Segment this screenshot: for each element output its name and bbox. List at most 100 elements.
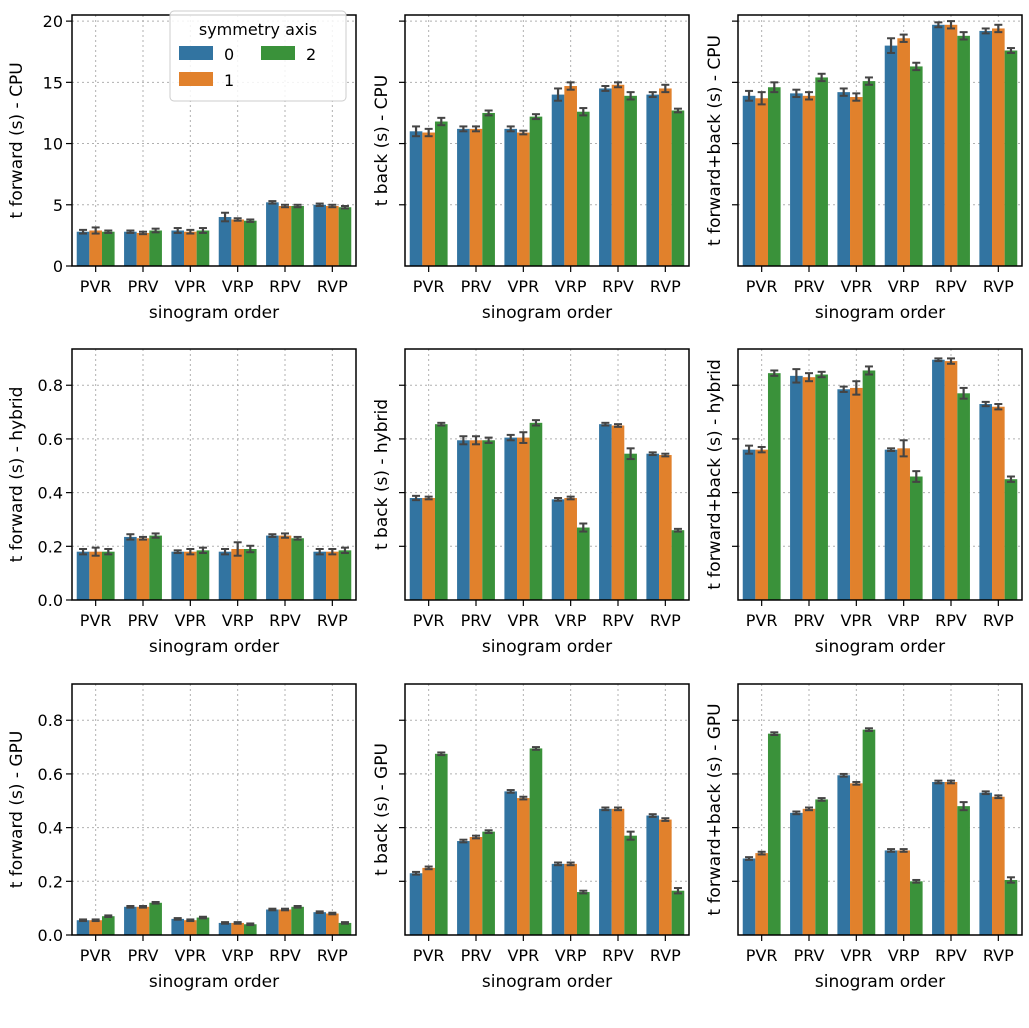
bar-1-PRV <box>802 377 816 600</box>
x-axis-label: sinogram order <box>149 637 279 657</box>
x-tick-label: PRV <box>461 946 492 965</box>
y-tick-label: 0.4 <box>38 484 63 503</box>
y-tick-label: 0 <box>53 257 63 276</box>
bar-2-VRP <box>243 924 257 935</box>
bar-0-RVP <box>979 30 993 267</box>
bar-1-PRV <box>802 95 816 266</box>
bar-0-RVP <box>646 453 660 600</box>
bar-2-RVP <box>1004 479 1018 600</box>
panel-hybrid-forward-back: PVR PRV VPR VRP RPV RVP sinogram order t forwar… <box>705 348 1023 657</box>
x-tick-label: PRV <box>794 611 825 630</box>
bar-2-PVR <box>434 121 448 267</box>
bar-1-RVP <box>992 796 1005 935</box>
x-tick-label: VPR <box>174 277 206 296</box>
x-tick-label: VPR <box>174 946 206 965</box>
x-tick-label: PVR <box>413 946 445 965</box>
x-tick-label: RVP <box>650 946 681 965</box>
bar-2-VPR <box>862 729 876 935</box>
bar-0-VRP <box>218 551 232 600</box>
bar-1-VRP <box>231 548 244 600</box>
legend-swatch-2 <box>261 46 295 60</box>
bar-2-VPR <box>196 550 210 600</box>
bar-1-VRP <box>564 497 577 600</box>
x-tick-label: VRP <box>888 277 920 296</box>
legend-title: symmetry axis <box>199 20 317 39</box>
x-tick-label: PVR <box>413 277 445 296</box>
x-tick-label: RPV <box>935 277 967 296</box>
bar-0-PVR <box>76 231 90 266</box>
x-tick-label: PRV <box>461 277 492 296</box>
y-tick-label: 10 <box>43 135 63 154</box>
x-axis-label: sinogram order <box>815 972 945 992</box>
y-tick-label: 0.0 <box>38 926 63 945</box>
bar-0-VRP <box>884 850 898 935</box>
bar-2-PVR <box>434 753 448 935</box>
bar-2-PVR <box>767 733 781 935</box>
x-tick-label: RPV <box>269 277 301 296</box>
bar-1-PRV <box>469 128 483 266</box>
bar-0-RPV <box>266 909 279 935</box>
bar-1-VRP <box>564 863 577 935</box>
x-tick-label: VPR <box>840 946 872 965</box>
axes-frame <box>737 683 1023 936</box>
bar-2-RPV <box>624 95 637 266</box>
bar-0-PVR <box>742 449 756 600</box>
bar-2-RPV <box>291 206 304 266</box>
x-axis-label: sinogram order <box>149 303 279 323</box>
bar-2-RVP <box>338 550 352 600</box>
bar-0-RPV <box>932 24 945 267</box>
bar-0-PRV <box>124 906 137 935</box>
bar-1-RPV <box>278 535 292 600</box>
bar-2-PRV <box>482 440 495 600</box>
bar-1-PVR <box>422 497 435 600</box>
bar-2-RVP <box>338 207 352 266</box>
y-axis-label: t back (s) - GPU <box>372 743 392 876</box>
x-tick-label: PVR <box>80 611 112 630</box>
y-tick-label: 5 <box>53 196 63 215</box>
bar-0-RPV <box>932 781 945 935</box>
bar-1-PVR <box>422 867 435 935</box>
x-tick-label: RVP <box>317 946 348 965</box>
axes-frame <box>404 348 690 601</box>
bar-0-VPR <box>837 389 851 600</box>
bar-0-RPV <box>932 359 945 600</box>
bar-2-VRP <box>243 220 257 266</box>
x-tick-label: VPR <box>507 277 539 296</box>
axes-frame <box>71 683 357 936</box>
bar-0-VPR <box>837 775 851 935</box>
y-axis-label: t forward+back (s) - CPU <box>705 35 725 246</box>
bar-2-RPV <box>291 538 304 600</box>
x-tick-label: RVP <box>983 946 1014 965</box>
x-tick-label: RVP <box>983 277 1014 296</box>
bar-1-RVP <box>992 406 1005 600</box>
bar-1-PVR <box>422 132 435 266</box>
bar-0-PVR <box>409 873 423 935</box>
x-tick-label: PRV <box>128 277 159 296</box>
bar-1-VRP <box>231 922 244 935</box>
bar-0-RVP <box>979 404 993 600</box>
bar-1-VPR <box>184 231 197 266</box>
x-tick-label: RVP <box>650 277 681 296</box>
bar-1-VPR <box>850 783 863 935</box>
bar-0-VPR <box>504 791 518 935</box>
bar-2-RVP <box>671 530 685 600</box>
y-axis-label: t forward (s) - CPU <box>7 62 27 218</box>
x-tick-label: PRV <box>128 946 159 965</box>
y-axis-label: t forward+back (s) - GPU <box>705 703 725 915</box>
bar-2-RVP <box>671 110 685 266</box>
x-axis-label: sinogram order <box>482 972 612 992</box>
bar-1-VPR <box>517 798 530 935</box>
bar-2-VRP <box>576 527 590 600</box>
legend-swatch-0 <box>179 46 213 60</box>
bar-2-RPV <box>291 906 304 935</box>
bar-2-PVR <box>101 231 115 266</box>
bar-2-RPV <box>957 393 970 600</box>
y-tick-label: 0.8 <box>38 376 63 395</box>
bar-0-PRV <box>124 231 137 266</box>
bar-1-RPV <box>278 206 292 266</box>
x-tick-label: PVR <box>746 946 778 965</box>
bar-1-VPR <box>184 920 197 935</box>
bar-2-VPR <box>529 422 543 600</box>
bar-2-PVR <box>767 87 781 267</box>
x-tick-label: PVR <box>80 946 112 965</box>
